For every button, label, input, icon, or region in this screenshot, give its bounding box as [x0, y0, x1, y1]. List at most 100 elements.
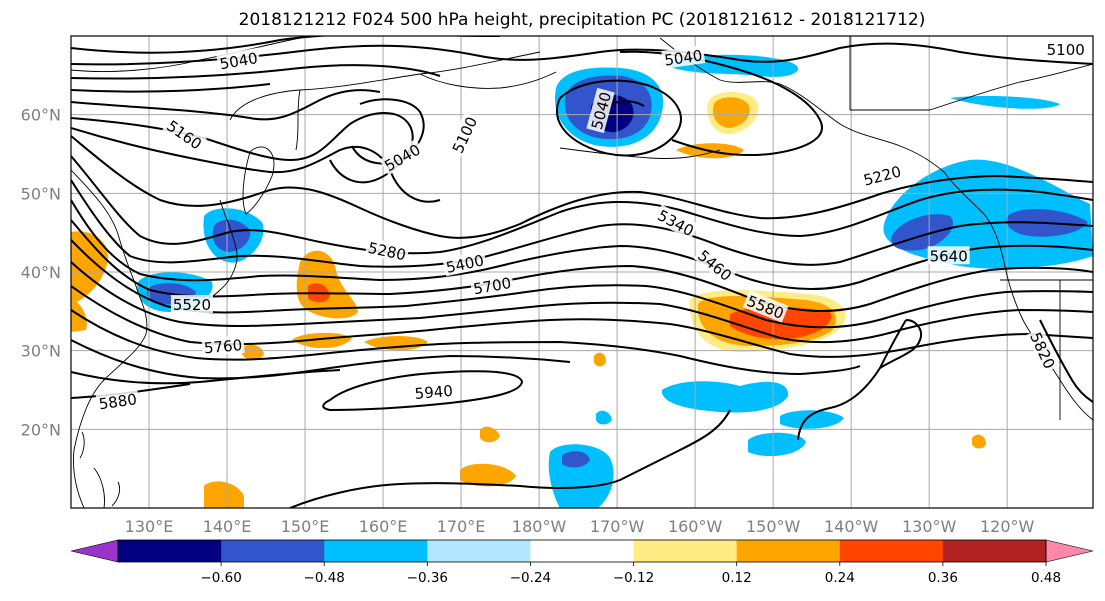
precip-area-tropic-neg-core	[562, 451, 590, 468]
contour-line-4	[71, 83, 381, 121]
svg-text:5940: 5940	[414, 382, 454, 403]
contour-line-15	[71, 219, 1093, 313]
colorbar-segment	[942, 540, 1047, 562]
longitude-tick-label: 120°W	[980, 517, 1035, 536]
latitude-tick-labels: 20°N 30°N 40°N 50°N 60°N	[21, 106, 61, 440]
colorbar-max-extension	[1045, 539, 1094, 563]
contour-labels: 5040 5040 51005040516050405100522053405280…	[95, 40, 1087, 413]
longitude-tick-label: 140°E	[203, 517, 252, 536]
precip-area-subtrop-pos3	[242, 344, 264, 360]
coastline-canada-interior	[849, 36, 1093, 420]
precip-area-tropic-neg2	[596, 410, 612, 425]
precip-area-tropic-pos	[460, 463, 516, 487]
contour-label: 5100	[1044, 40, 1087, 59]
latitude-tick-label: 40°N	[21, 263, 61, 282]
longitude-tick-label: 130°E	[125, 517, 174, 536]
colorbar-outline	[117, 539, 1047, 563]
svg-text:5100: 5100	[1047, 41, 1085, 59]
longitude-tick-label: 170°E	[437, 517, 486, 536]
contour-line-14	[71, 199, 1093, 291]
longitude-tick-label: 160°W	[668, 517, 723, 536]
svg-text:5760: 5760	[203, 336, 243, 357]
map-frame	[70, 35, 1094, 509]
precip-area-east-pos	[972, 434, 986, 449]
contour-label: 5640	[927, 246, 970, 265]
coastline-kamchatka	[242, 146, 275, 215]
precip-area-subtrop-neg3	[780, 410, 844, 429]
colorbar-segment	[324, 540, 428, 562]
precip-area-japan-neg-core	[212, 219, 251, 252]
contour-line-7	[71, 135, 1093, 239]
colorbar-tick-label: 0.12	[722, 570, 752, 586]
colorbar-tick-label: −0.12	[613, 570, 654, 586]
svg-text:5640: 5640	[930, 247, 968, 265]
longitude-tick-label: 170°W	[590, 517, 645, 536]
colorbar-min-extension	[70, 539, 119, 563]
coastline-chukotka	[295, 71, 557, 151]
contour-line-12	[71, 155, 1093, 255]
figure-title: 2018121212 F024 500 hPa height, precipit…	[239, 10, 926, 30]
contour-line-8	[555, 79, 682, 157]
colorbar-tick-label: −0.48	[304, 570, 345, 586]
height-contours	[71, 36, 1093, 508]
colorbar-segment	[118, 540, 222, 562]
precip-area-subtrop-neg2	[748, 432, 806, 457]
colorbar-tick-label: 0.36	[928, 570, 958, 586]
latitude-tick-label: 60°N	[21, 106, 61, 125]
latitude-tick-label: 30°N	[21, 342, 61, 361]
colorbar-tick-label: −0.60	[200, 570, 241, 586]
contour-line-3	[71, 64, 441, 80]
longitude-tick-label: 160°E	[359, 517, 408, 536]
svg-text:5040: 5040	[663, 46, 703, 69]
contour-label: 5040	[661, 45, 706, 70]
colorbar-segment	[736, 540, 841, 562]
precip-area-nw-canada-neg	[950, 96, 1060, 109]
colorbar-tick-label: 0.24	[825, 570, 855, 586]
colorbar-segment	[839, 540, 944, 562]
precip-area-alaska-pos-core	[712, 97, 750, 128]
contour-line-13	[71, 179, 1093, 268]
longitude-tick-labels: 130°E 140°E 150°E 160°E 170°E 180°W 170°W 160°W…	[125, 517, 1035, 536]
precip-area-hawaii-pos	[594, 352, 606, 367]
contour-label: 5940	[411, 380, 456, 403]
precip-area-tropic-pos3	[480, 426, 500, 443]
colorbar-tick-labels: −0.60 −0.48 −0.36 −0.24 −0.12 0.12 0.24 0.36 0.4…	[200, 562, 1061, 586]
contour-line-25	[1039, 319, 1093, 403]
contour-label: 5880	[95, 388, 140, 413]
precip-area-tropic-pos2	[204, 481, 244, 508]
latitude-tick-label: 50°N	[21, 184, 61, 203]
coastline-china	[71, 169, 148, 508]
coastline-canada-west	[943, 171, 1093, 421]
graticule	[71, 36, 1093, 508]
colorbar-segment	[530, 540, 635, 562]
coastline-alaska	[659, 37, 945, 173]
svg-text:5880: 5880	[98, 390, 138, 413]
colorbar-tick-label: −0.24	[510, 570, 551, 586]
contour-line-17	[71, 261, 1093, 344]
contour-line-16	[71, 239, 1093, 329]
colorbar-tick-label: −0.36	[407, 570, 448, 586]
contour-line-19	[71, 309, 861, 376]
colorbar-segment	[427, 540, 531, 562]
colorbar-segment	[221, 540, 325, 562]
coastline-taiwan-philippines	[79, 431, 121, 508]
contour-line-1	[71, 36, 500, 54]
longitude-tick-label: 150°W	[746, 517, 801, 536]
contour-line-23	[289, 409, 731, 508]
colorbar-tick-label: 0.48	[1031, 570, 1061, 586]
colorbar	[70, 539, 1094, 563]
longitude-tick-label: 140°W	[824, 517, 879, 536]
svg-text:5520: 5520	[173, 296, 211, 314]
contour-line-22	[322, 370, 524, 412]
latitude-tick-label: 20°N	[21, 420, 61, 439]
coastline-aleutians	[559, 147, 721, 159]
map-panel: 5040 5040 51005040516050405100522053405280…	[70, 35, 1094, 509]
precip-area-subtrop-neg	[661, 381, 789, 413]
colorbar-segment	[633, 540, 738, 562]
contour-line-10	[351, 98, 425, 165]
longitude-tick-label: 150°E	[281, 517, 330, 536]
longitude-tick-label: 180°W	[512, 517, 567, 536]
contour-line-24	[797, 319, 922, 441]
contour-line-20	[71, 339, 571, 380]
contour-label: 5520	[170, 295, 213, 314]
